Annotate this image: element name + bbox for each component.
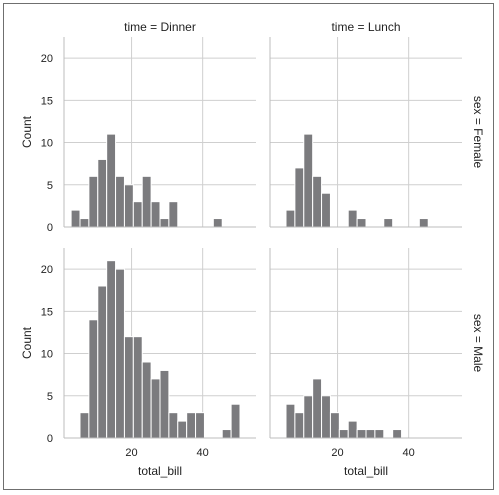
histogram-bar <box>285 403 296 439</box>
histogram-bar <box>321 192 331 228</box>
histogram-bar <box>418 218 429 228</box>
x-tick-label: 40 <box>403 447 415 459</box>
histogram-bar <box>374 429 385 439</box>
histogram-bar <box>106 133 117 228</box>
histogram-bar <box>79 412 90 439</box>
histogram-bar <box>88 319 99 439</box>
histogram-bar <box>294 412 305 439</box>
histogram-bar <box>356 429 367 439</box>
y-tick-label: 15 <box>41 306 53 318</box>
histogram-bar <box>132 201 143 228</box>
histogram-bar <box>186 412 197 439</box>
histogram-bar <box>123 184 134 228</box>
y-tick-label: 10 <box>41 349 53 361</box>
y-tick-label: 5 <box>47 391 53 403</box>
y-tick-label: 15 <box>41 95 53 107</box>
histogram-bar <box>141 175 152 228</box>
histogram-bar <box>312 175 323 228</box>
histogram-bar <box>321 395 331 439</box>
y-tick-label: 0 <box>47 222 53 234</box>
x-tick-label: 20 <box>125 447 137 459</box>
histogram-bar <box>312 378 323 439</box>
x-tick-label: 40 <box>197 447 209 459</box>
histogram-bar <box>168 412 179 439</box>
y-tick-label: 0 <box>47 433 53 445</box>
histogram-bar <box>97 158 108 228</box>
histogram-bar <box>97 285 108 439</box>
histogram-bar <box>168 201 179 228</box>
histogram-bar <box>303 133 314 228</box>
histogram-bar <box>347 420 358 439</box>
y-tick-label: 20 <box>41 264 53 276</box>
histogram-bar <box>79 218 90 228</box>
histogram-bar <box>159 218 170 228</box>
histogram-bar <box>365 429 376 439</box>
histogram-bar <box>115 268 125 439</box>
histogram-bar <box>383 218 394 228</box>
histogram-bar <box>123 336 134 439</box>
histogram-bar <box>132 336 143 439</box>
y-axis-label: Count <box>20 115 34 148</box>
histogram-bar <box>356 218 367 228</box>
histogram-bar <box>329 412 340 439</box>
x-axis-label: total_bill <box>138 464 182 478</box>
histogram-bar <box>141 361 152 439</box>
histogram-bar <box>303 395 314 439</box>
y-tick-label: 20 <box>41 53 53 65</box>
facet-column-title: time = Dinner <box>124 20 196 34</box>
histogram-bar <box>150 201 161 228</box>
facet-row-title: sex = Female <box>471 96 485 169</box>
histogram-bar <box>150 378 161 439</box>
histogram-bar <box>221 429 232 439</box>
y-tick-label: 5 <box>47 180 53 192</box>
histogram-bar <box>177 420 188 439</box>
histogram-bar <box>70 209 81 228</box>
histogram-bar <box>338 429 349 439</box>
y-axis-label: Count <box>20 326 34 359</box>
histogram-bar <box>115 175 125 228</box>
histogram-bar <box>230 403 241 439</box>
figure-frame <box>3 3 494 490</box>
x-axis-label: total_bill <box>344 464 388 478</box>
histogram-bar <box>106 260 117 439</box>
facet-column-title: time = Lunch <box>331 20 400 34</box>
facet-row-title: sex = Male <box>471 314 485 373</box>
histogram-bar <box>347 209 358 228</box>
histogram-bar <box>212 218 223 228</box>
histogram-bar <box>88 175 99 228</box>
histogram-bar <box>392 429 403 439</box>
histogram-bar <box>285 209 296 228</box>
histogram-bar <box>294 167 305 228</box>
histogram-bar <box>159 369 170 439</box>
histogram-bar <box>195 412 205 439</box>
y-tick-label: 10 <box>41 138 53 150</box>
x-tick-label: 20 <box>331 447 343 459</box>
